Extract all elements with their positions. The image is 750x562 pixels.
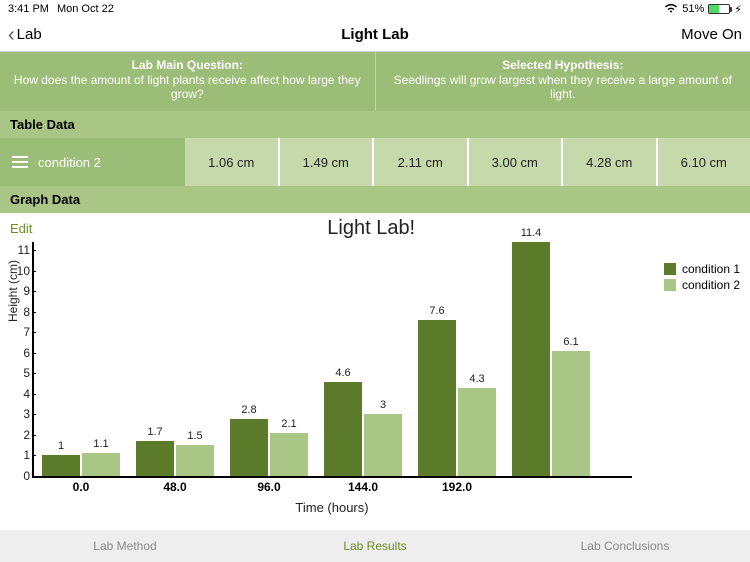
status-bar: 3:41 PM Mon Oct 22 51% ⚡︎ <box>0 0 750 18</box>
y-tick: 2 <box>6 428 30 442</box>
legend-item: condition 1 <box>664 262 740 276</box>
page-title: Light Lab <box>0 26 750 43</box>
y-tick: 7 <box>6 325 30 339</box>
bar-group: 1.71.548.0 <box>132 441 218 476</box>
bar-group: 2.82.196.0 <box>226 419 312 476</box>
bar-value-label: 1.5 <box>176 430 214 442</box>
graph-section-header: Graph Data <box>0 186 750 213</box>
wifi-icon <box>664 3 678 16</box>
battery-icon <box>708 4 730 14</box>
row-label[interactable]: condition 2 <box>0 138 185 186</box>
bar-value-label: 11.4 <box>512 227 550 239</box>
lab-header: Lab Main Question: How does the amount o… <box>0 52 750 111</box>
legend-label: condition 2 <box>682 278 740 292</box>
bar-value-label: 1 <box>42 440 80 452</box>
bar-series2: 1.5 <box>176 445 214 476</box>
bar-series2: 4.3 <box>458 388 496 476</box>
bar-value-label: 2.8 <box>230 404 268 416</box>
bar-series2: 3 <box>364 414 402 476</box>
y-tick: 4 <box>6 387 30 401</box>
bar-value-label: 7.6 <box>418 305 456 317</box>
battery-fill <box>709 5 719 13</box>
edit-graph-button[interactable]: Edit <box>10 221 32 236</box>
status-time: 3:41 PM <box>8 3 49 15</box>
main-question-panel: Lab Main Question: How does the amount o… <box>0 52 376 111</box>
legend-swatch <box>664 263 676 275</box>
battery-percent: 51% <box>682 3 704 15</box>
x-tick-label: 96.0 <box>226 480 312 494</box>
hypothesis-body: Seedlings will grow largest when they re… <box>388 73 739 101</box>
hypothesis-title: Selected Hypothesis: <box>388 58 739 72</box>
bar-series2: 6.1 <box>552 351 590 476</box>
legend-swatch <box>664 279 676 291</box>
bar-value-label: 2.1 <box>270 418 308 430</box>
nav-bar: ‹ Lab Light Lab Move On <box>0 18 750 52</box>
y-tick: 0 <box>6 469 30 483</box>
bar-chart: 0123456789101111.10.01.71.548.02.82.196.… <box>32 242 632 478</box>
bar-value-label: 6.1 <box>552 336 590 348</box>
bar-series1: 11.4 <box>512 242 550 476</box>
x-axis-label: Time (hours) <box>32 500 632 515</box>
table-cell: 3.00 cm <box>469 138 564 186</box>
table-row: condition 2 1.06 cm1.49 cm2.11 cm3.00 cm… <box>0 138 750 186</box>
y-tick: 11 <box>6 243 30 257</box>
table-cell: 2.11 cm <box>374 138 469 186</box>
hypothesis-panel: Selected Hypothesis: Seedlings will grow… <box>376 52 750 111</box>
bar-group: 11.46.1 <box>508 242 594 476</box>
legend-label: condition 1 <box>682 262 740 276</box>
bar-group: 11.10.0 <box>38 453 124 476</box>
chart-legend: condition 1 condition 2 <box>664 262 740 294</box>
tab-bar: Lab Method Lab Results Lab Conclusions <box>0 530 750 562</box>
table-cell: 1.49 cm <box>280 138 375 186</box>
x-tick-label: 48.0 <box>132 480 218 494</box>
tab-lab-results[interactable]: Lab Results <box>250 539 500 553</box>
bar-value-label: 4.3 <box>458 373 496 385</box>
bar-series1: 7.6 <box>418 320 456 476</box>
bar-group: 4.63144.0 <box>320 382 406 476</box>
x-tick-label: 144.0 <box>320 480 406 494</box>
y-tick: 8 <box>6 305 30 319</box>
y-tick: 1 <box>6 448 30 462</box>
bar-series1: 2.8 <box>230 419 268 476</box>
x-tick-label: 0.0 <box>38 480 124 494</box>
main-question-body: How does the amount of light plants rece… <box>12 73 363 101</box>
bar-value-label: 4.6 <box>324 367 362 379</box>
y-tick: 10 <box>6 264 30 278</box>
bar-group: 7.64.3192.0 <box>414 320 500 476</box>
main-question-title: Lab Main Question: <box>12 58 363 72</box>
back-label: Lab <box>17 26 42 43</box>
y-tick: 6 <box>6 346 30 360</box>
move-on-button[interactable]: Move On <box>681 26 742 43</box>
y-tick: 3 <box>6 407 30 421</box>
bar-series1: 1 <box>42 455 80 476</box>
table-section-header: Table Data <box>0 111 750 138</box>
table-cell: 1.06 cm <box>185 138 280 186</box>
x-tick-label: 192.0 <box>414 480 500 494</box>
graph-title: Light Lab! <box>32 217 710 240</box>
tab-lab-method[interactable]: Lab Method <box>0 539 250 553</box>
drag-handle-icon[interactable] <box>12 156 28 168</box>
back-button[interactable]: ‹ Lab <box>8 25 42 45</box>
table-cell: 6.10 cm <box>658 138 750 186</box>
bar-value-label: 1.1 <box>82 438 120 450</box>
y-tick: 9 <box>6 284 30 298</box>
bar-series2: 1.1 <box>82 453 120 476</box>
bar-series2: 2.1 <box>270 433 308 476</box>
tab-lab-conclusions[interactable]: Lab Conclusions <box>500 539 750 553</box>
table-cell: 4.28 cm <box>563 138 658 186</box>
status-date: Mon Oct 22 <box>57 3 114 15</box>
bar-value-label: 3 <box>364 399 402 411</box>
bar-series1: 1.7 <box>136 441 174 476</box>
legend-item: condition 2 <box>664 278 740 292</box>
y-tick: 5 <box>6 366 30 380</box>
chevron-left-icon: ‹ <box>8 25 15 45</box>
row-label-text: condition 2 <box>38 155 101 170</box>
bar-series1: 4.6 <box>324 382 362 476</box>
bar-value-label: 1.7 <box>136 426 174 438</box>
charging-icon: ⚡︎ <box>734 3 742 16</box>
